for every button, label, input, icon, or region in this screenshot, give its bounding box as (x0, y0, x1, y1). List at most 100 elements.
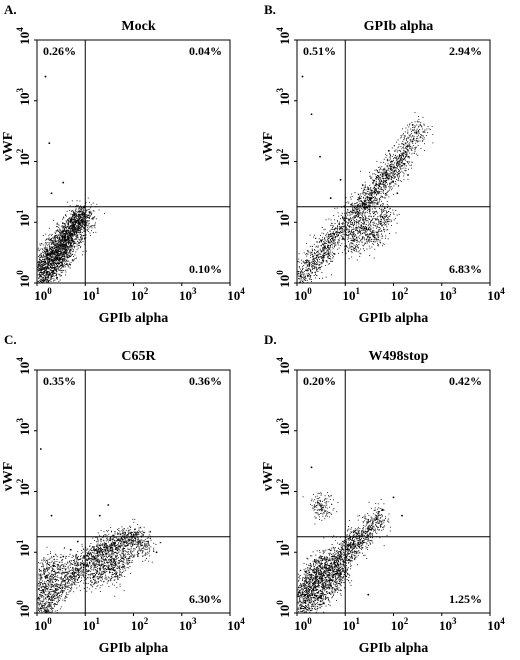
event-dot (72, 245, 74, 247)
event-dot (297, 273, 299, 275)
event-dot (362, 185, 363, 187)
event-dot (362, 219, 363, 221)
event-dot (77, 238, 79, 240)
event-dot (360, 201, 362, 202)
event-dot (339, 245, 341, 246)
event-dot (64, 223, 66, 225)
event-dot (68, 252, 70, 254)
event-dot (313, 252, 315, 254)
event-dot (336, 235, 338, 237)
event-dot (378, 191, 380, 193)
event-dot (374, 192, 376, 193)
event-dot (369, 227, 371, 229)
event-dot (385, 177, 387, 179)
event-dot (405, 146, 407, 148)
event-dot (341, 243, 343, 245)
event-dot (324, 239, 326, 241)
event-dot (320, 254, 322, 255)
event-dot (368, 205, 370, 207)
event-dot (336, 220, 338, 221)
event-dot (411, 140, 413, 142)
event-dot (84, 241, 86, 243)
event-dot (418, 119, 420, 121)
event-dot (374, 200, 376, 202)
event-dot (409, 164, 411, 166)
event-dot (85, 216, 86, 218)
event-dot (303, 274, 304, 276)
event-dot (379, 199, 381, 201)
event-dot (72, 260, 74, 262)
event-dot (43, 269, 45, 271)
event-dot (342, 238, 343, 239)
event-dot (53, 252, 55, 254)
scatter-panel: 100 101 102 103 104 100 101 102 103 104 B. GPIb alp… (260, 0, 520, 330)
event-dot (56, 254, 58, 256)
event-dot (81, 228, 83, 230)
x-tick-label: 103 (179, 286, 197, 303)
event-dot (55, 231, 57, 233)
event-dot (303, 277, 305, 279)
event-dot (379, 215, 381, 217)
event-dot (353, 237, 355, 239)
event-dot (53, 265, 55, 266)
event-dot (414, 149, 416, 151)
event-dot (47, 251, 49, 253)
event-dot (341, 222, 343, 224)
event-dot (66, 240, 68, 241)
event-dot (418, 133, 420, 134)
event-dot (71, 218, 73, 220)
event-dot (74, 212, 76, 214)
event-dot (388, 165, 390, 167)
event-dot (57, 261, 59, 263)
event-dot (86, 217, 88, 219)
event-dot (331, 242, 333, 244)
event-dot (382, 177, 384, 179)
event-dot (55, 241, 57, 243)
event-dot (352, 217, 354, 219)
event-dot (313, 259, 315, 261)
event-dot (47, 263, 49, 265)
event-dot (373, 215, 375, 217)
event-dot (353, 224, 355, 225)
event-dot (365, 187, 367, 188)
event-dot (81, 221, 83, 223)
event-dot (332, 257, 334, 259)
event-dot (44, 246, 46, 248)
event-dot (90, 204, 92, 206)
event-dot (345, 226, 347, 228)
event-dot (351, 211, 353, 213)
event-dot (401, 161, 403, 163)
event-dot (393, 172, 395, 174)
event-dot (369, 184, 371, 186)
event-dot (70, 245, 72, 247)
event-dot (395, 183, 397, 185)
event-dot (338, 231, 339, 233)
event-dot (310, 269, 312, 271)
event-dot (364, 201, 366, 203)
event-dot (404, 163, 406, 165)
event-dot (54, 256, 56, 258)
event-dot (45, 249, 47, 251)
event-dot (67, 246, 69, 248)
event-dot (385, 218, 387, 220)
event-dot (349, 221, 351, 223)
event-dot (93, 210, 95, 212)
event-dot (48, 254, 50, 256)
event-dot (394, 183, 396, 185)
event-dot (363, 200, 365, 201)
event-dot (95, 206, 97, 208)
event-dot (60, 250, 62, 252)
event-dot (391, 165, 393, 167)
event-dot (81, 218, 83, 220)
event-dot (58, 238, 60, 240)
event-dot (323, 244, 324, 246)
event-dot (73, 239, 75, 241)
event-dot (71, 228, 72, 229)
event-dot (64, 247, 66, 249)
event-dot (361, 208, 363, 210)
event-dot (42, 277, 44, 279)
event-dot (367, 187, 369, 188)
event-dot (343, 206, 345, 208)
event-dot (81, 222, 83, 224)
event-dot (351, 252, 353, 254)
